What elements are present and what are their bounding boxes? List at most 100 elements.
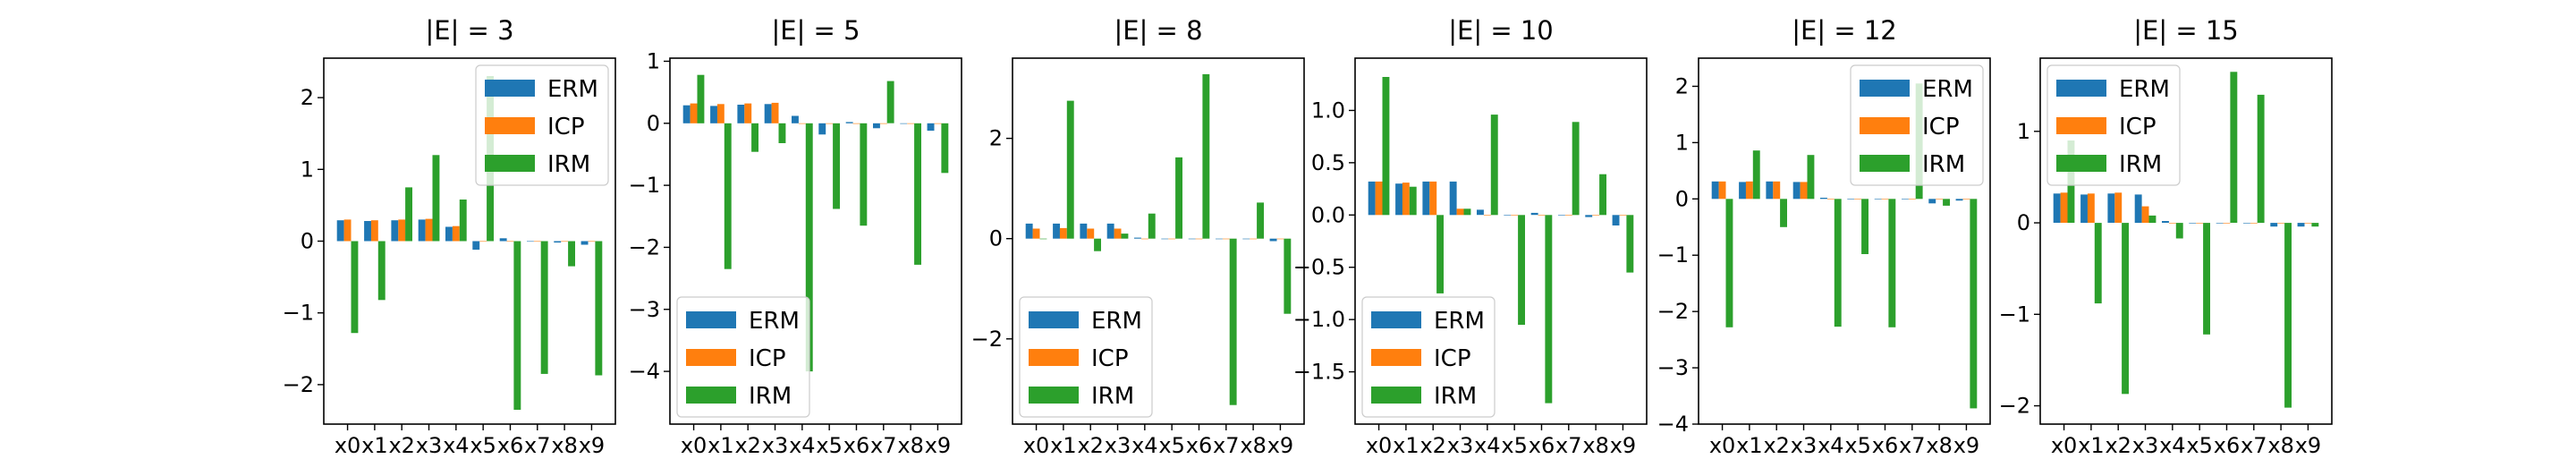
legend-label-irm: IRM xyxy=(2119,151,2162,178)
bar-icp-x2 xyxy=(1773,181,1781,200)
bar-irm-x0 xyxy=(1039,238,1047,240)
legend-swatch-icp xyxy=(1029,349,1079,366)
bar-icp-x2 xyxy=(1429,181,1437,216)
xtick-label: x9 xyxy=(1267,433,1293,458)
bar-irm-x4 xyxy=(2175,223,2183,239)
bar-icp-x6 xyxy=(1538,215,1546,216)
bar-erm-x5 xyxy=(1504,215,1512,216)
bar-erm-x8 xyxy=(2270,223,2278,227)
bar-erm-x0 xyxy=(1025,223,1033,239)
bar-irm-x9 xyxy=(1626,215,1634,273)
bar-erm-x7 xyxy=(2243,223,2250,224)
legend-label-irm: IRM xyxy=(1922,151,1965,178)
bar-irm-x6 xyxy=(1888,199,1896,327)
legend: ERM ICP IRM xyxy=(676,296,810,418)
legend: ERM ICP IRM xyxy=(1019,296,1153,418)
xtick-label: x9 xyxy=(2295,433,2321,458)
ytick-label: 0 xyxy=(2017,210,2030,235)
bar-erm-x3 xyxy=(418,219,426,242)
legend: ERM ICP IRM xyxy=(1850,64,1984,186)
xtick-label: x3 xyxy=(762,433,788,458)
bar-icp-x9 xyxy=(1276,238,1284,240)
ytick-label: −1.5 xyxy=(1293,360,1345,385)
bar-erm-x3 xyxy=(764,104,772,123)
bar-icp-x7 xyxy=(1908,199,1916,200)
legend: ERM ICP IRM xyxy=(1361,296,1496,418)
xtick-label: x4 xyxy=(1818,433,1843,458)
bar-irm-x6 xyxy=(2230,72,2238,223)
subplot-title: |E| = 10 xyxy=(1448,15,1554,46)
ytick-label: 2 xyxy=(301,85,314,110)
bar-irm-x3 xyxy=(1121,234,1129,239)
xtick-label: x2 xyxy=(1077,433,1103,458)
legend-swatch-erm xyxy=(686,311,736,328)
bar-irm-x2 xyxy=(1780,199,1787,227)
xtick-label: x6 xyxy=(843,433,869,458)
bar-erm-x4 xyxy=(445,226,453,242)
xtick-label: x6 xyxy=(1529,433,1555,458)
bar-erm-x2 xyxy=(1422,181,1430,216)
ytick-label: −1 xyxy=(283,301,314,326)
bar-irm-x9 xyxy=(1970,199,1978,409)
bar-erm-x4 xyxy=(1477,209,1484,216)
bar-irm-x8 xyxy=(914,123,921,265)
xtick-label: x0 xyxy=(335,433,360,458)
ytick-label: 1 xyxy=(2017,119,2030,144)
ytick-label: 1.0 xyxy=(1311,98,1345,123)
bar-erm-x2 xyxy=(2107,193,2115,223)
ytick-label: −1.0 xyxy=(1293,307,1345,332)
bar-irm-x3 xyxy=(2148,215,2157,224)
bar-icp-x1 xyxy=(2087,193,2095,223)
bar-irm-x1 xyxy=(1066,100,1074,239)
xtick-label: x5 xyxy=(816,433,842,458)
subplot-3: −1.5 −1.0 −0.5 0.0 0.5 1.0 x0 x1 x2 x3 x4 x5 x6 x7 x8 x… xyxy=(1293,15,1648,458)
bar-erm-x2 xyxy=(1080,223,1088,239)
xtick-label: x1 xyxy=(361,433,387,458)
bar-irm-x9 xyxy=(595,241,603,376)
bar-irm-x4 xyxy=(1834,199,1842,327)
legend-swatch-irm xyxy=(485,155,535,172)
bar-icp-x9 xyxy=(2304,223,2312,224)
bar-erm-x1 xyxy=(364,221,371,242)
xtick-label: x9 xyxy=(1953,433,1979,458)
bar-erm-x5 xyxy=(818,123,826,135)
xtick-label: x8 xyxy=(1240,433,1266,458)
axes-frame xyxy=(1012,57,1305,425)
legend-swatch-irm xyxy=(1371,387,1421,404)
bar-irm-x6 xyxy=(1202,73,1210,239)
bar-erm-x5 xyxy=(1847,199,1855,200)
bar-irm-x3 xyxy=(432,155,440,242)
bar-erm-x1 xyxy=(710,106,717,123)
legend-swatch-erm xyxy=(485,80,535,97)
bar-erm-x7 xyxy=(1216,238,1223,240)
bar-erm-x3 xyxy=(1792,182,1801,200)
bar-erm-x0 xyxy=(682,105,691,123)
bar-irm-x5 xyxy=(2203,223,2210,335)
bar-icp-x1 xyxy=(1745,181,1753,200)
bar-irm-x4 xyxy=(459,200,467,242)
bar-icp-x1 xyxy=(370,220,378,242)
legend-swatch-erm xyxy=(2056,80,2106,97)
bar-icp-x9 xyxy=(1619,215,1627,216)
bar-irm-x1 xyxy=(724,123,732,269)
bar-icp-x5 xyxy=(1168,238,1176,240)
bar-irm-x5 xyxy=(1861,199,1868,254)
bar-erm-x2 xyxy=(1766,181,1774,200)
xtick-label: x8 xyxy=(1926,433,1952,458)
bar-irm-x5 xyxy=(833,123,840,209)
bar-icp-x8 xyxy=(1250,238,1258,240)
xtick-label: x0 xyxy=(1366,433,1392,458)
legend-swatch-icp xyxy=(686,349,736,366)
bar-icp-x5 xyxy=(1854,199,1862,200)
subplot-title: |E| = 5 xyxy=(771,15,860,46)
xtick-label: x5 xyxy=(470,433,496,458)
bar-erm-x9 xyxy=(2297,223,2305,227)
bar-erm-x8 xyxy=(1242,238,1250,240)
bar-erm-x9 xyxy=(1612,215,1620,225)
bar-erm-x6 xyxy=(1874,199,1882,200)
bar-icp-x0 xyxy=(690,103,698,123)
ytick-label: 1 xyxy=(1675,130,1689,155)
subplot-2: −2 0 2 x0 x1 x2 x3 x4 x5 x6 x7 x8 x9 |E| = 8 ERM ICP IRM xyxy=(971,15,1305,458)
bar-erm-x6 xyxy=(2216,223,2224,224)
subplot-5: −2 −1 0 1 x0 x1 x2 x3 x4 x5 x6 x7 x8 x9 |E| = 15 ERM ICP… xyxy=(1999,15,2333,458)
